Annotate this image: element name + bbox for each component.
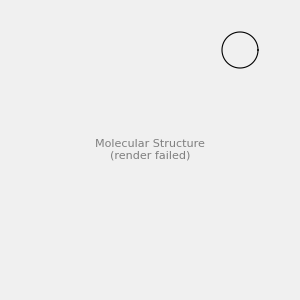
Text: Molecular Structure
(render failed): Molecular Structure (render failed) <box>95 139 205 161</box>
